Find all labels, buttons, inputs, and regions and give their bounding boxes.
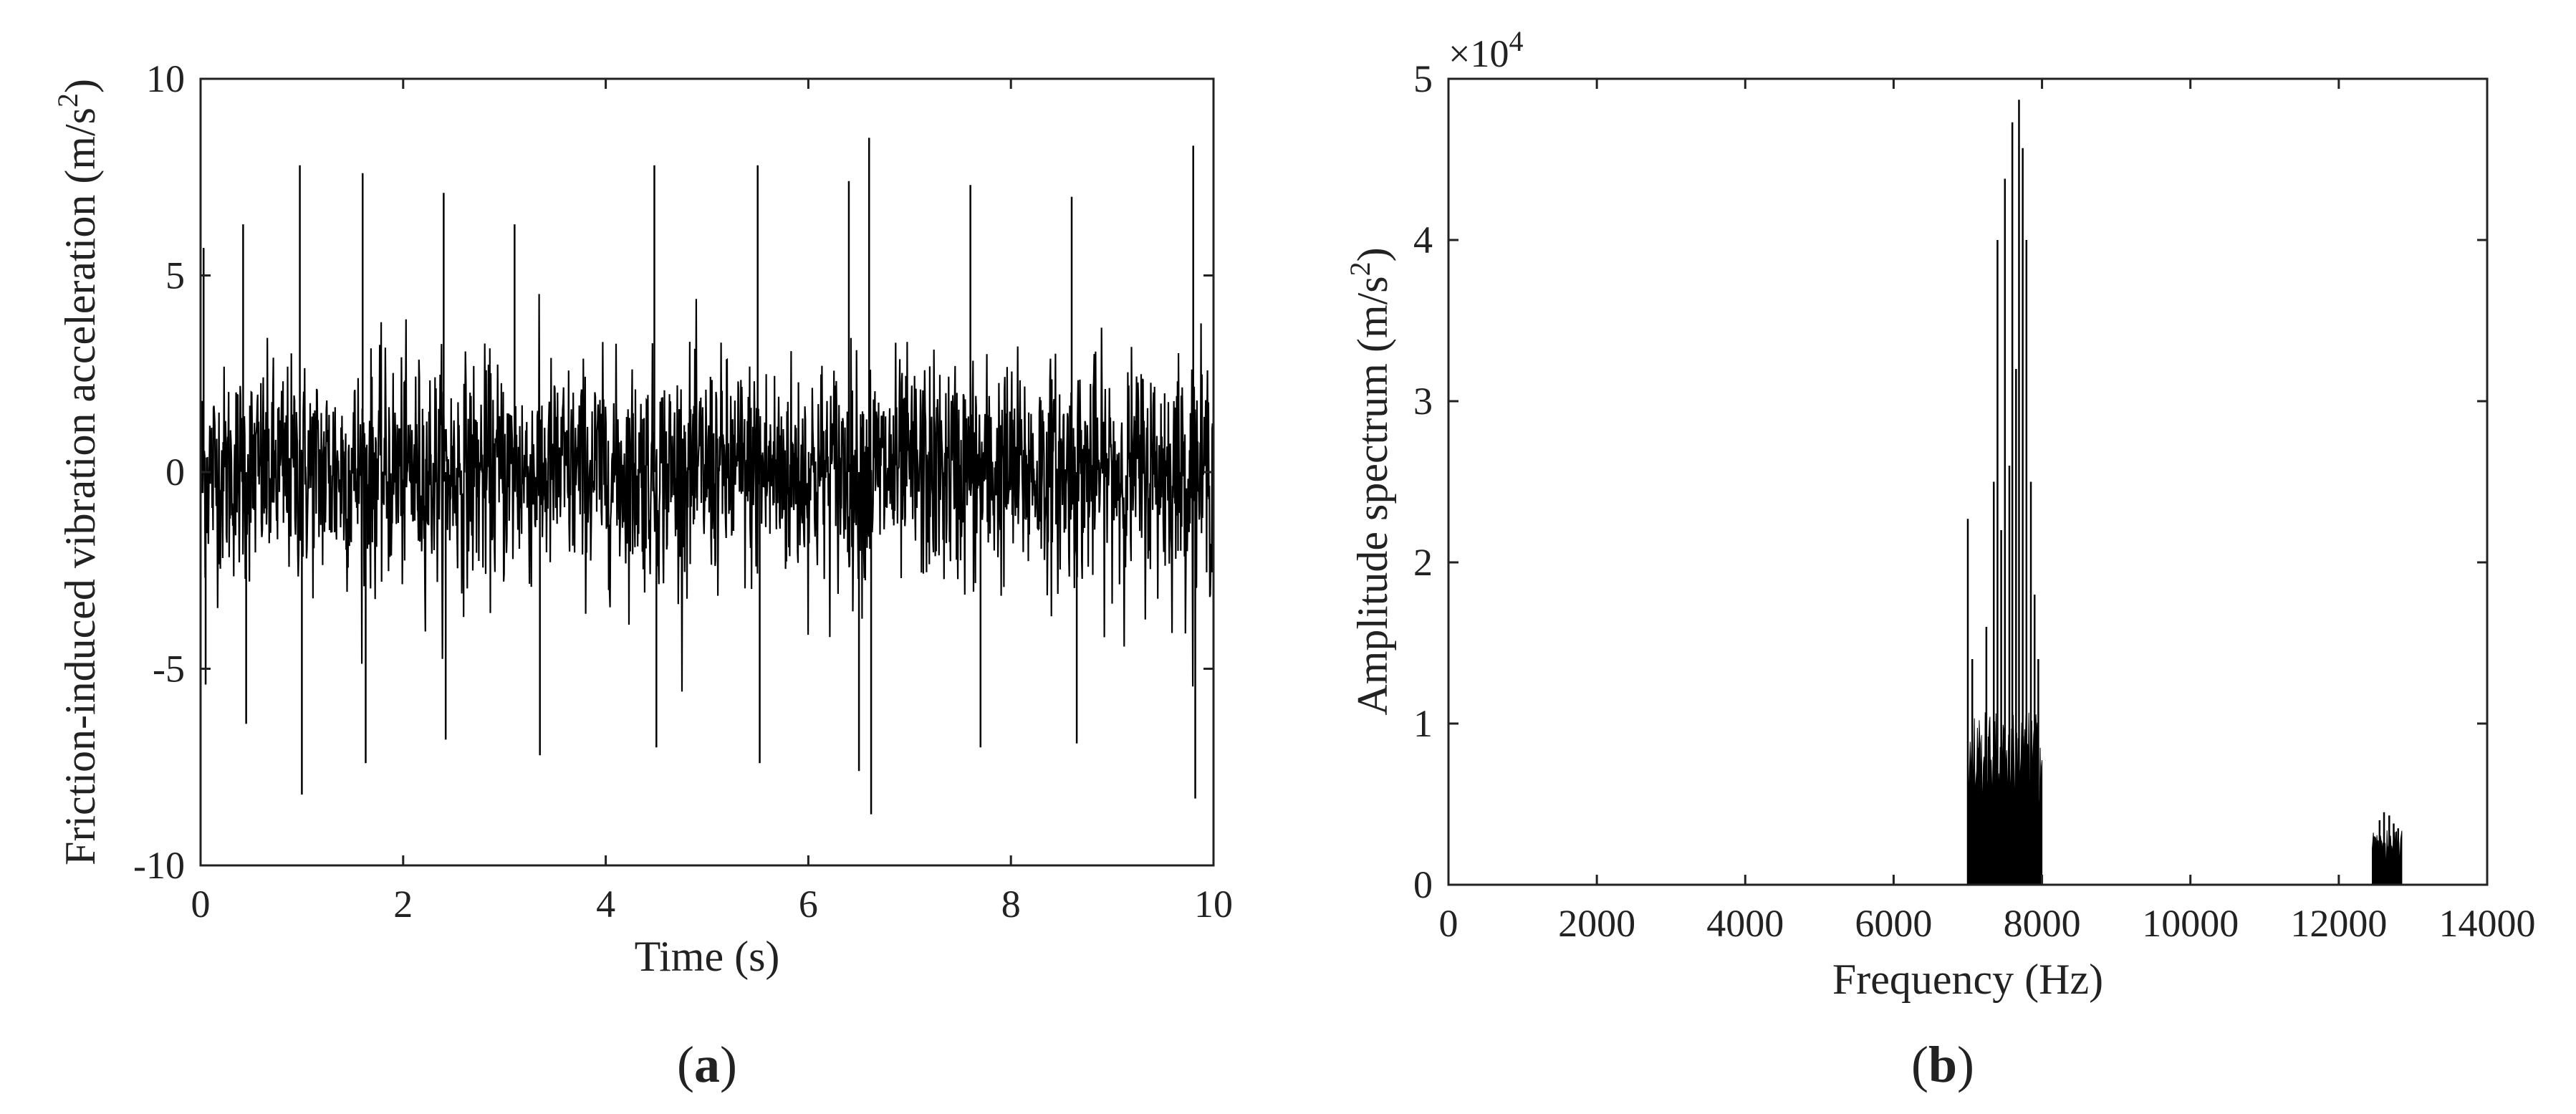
panel-b-plot-frame	[1447, 77, 2489, 886]
panel-a-label: (a)	[677, 1036, 737, 1093]
panel-a-y-tick-label: -5	[153, 648, 185, 691]
panel-b-y-multiplier: ×104	[1448, 25, 1523, 75]
panel-a-y-tick-label: -10	[133, 844, 185, 887]
panel-b-y-tick-label: 5	[1413, 57, 1433, 100]
panel-b-y-multiplier-exp: 4	[1509, 25, 1523, 57]
panel-b-x-tick-label: 2000	[1558, 902, 1635, 945]
panel-b-x-tick-label: 6000	[1855, 902, 1932, 945]
panel-a-y-ticks: -10 -5 0 5 10	[133, 57, 1213, 887]
panel-a-x-tick-label: 6	[799, 883, 818, 926]
panel-b-y-tick-label: 2	[1413, 541, 1433, 584]
panel-b-x-tick-label: 0	[1439, 902, 1458, 945]
panel-b-y-tick-label: 3	[1413, 380, 1433, 423]
panel-b-y-ticks: 0 1 2 3 4 5	[1413, 57, 2487, 906]
panel-b-y-axis-label: Amplitude spectrum (m/s2)	[1344, 247, 1396, 715]
panel-b-y-multiplier-base: ×10	[1448, 32, 1509, 75]
panel-a-x-axis-label: Time (s)	[635, 933, 780, 980]
panel-a-y-axis-label: Friction-induced vibration acceleration …	[52, 79, 104, 865]
panel-b-x-ticks: 0 2000 4000 6000 8000 10000 12000 14000	[1439, 79, 2536, 945]
panel-b-y-axis-label-sup: 2	[1344, 261, 1376, 276]
panel-a-x-tick-label: 2	[393, 883, 413, 926]
panel-a: 0 2 4 6 8 10 -10 -5 0 5 10 Time (s) Friction-indu…	[52, 57, 1233, 1093]
panel-b-label: (b)	[1911, 1036, 1974, 1093]
panel-b-y-axis-label-main: Amplitude spectrum (m/s	[1349, 276, 1396, 715]
panel-a-x-tick-label: 8	[1001, 883, 1021, 926]
panel-a-label-letter: a	[694, 1036, 720, 1093]
panel-a-y-tick-label: 10	[146, 57, 185, 100]
panel-a-y-axis-label-close: )	[57, 79, 104, 93]
panel-a-trace	[199, 138, 1215, 815]
panel-a-y-axis-label-main: Friction-induced vibration acceleration …	[57, 107, 104, 865]
panel-b-label-letter: b	[1928, 1036, 1957, 1093]
panel-a-x-ticks: 0 2 4 6 8 10	[191, 79, 1233, 926]
panel-a-x-tick-label: 10	[1194, 883, 1233, 926]
panel-a-y-tick-label: 5	[165, 254, 185, 297]
panel-b-y-tick-label: 0	[1413, 863, 1433, 906]
panel-b-spectrum	[1966, 100, 2403, 885]
panel-b-x-tick-label: 4000	[1706, 902, 1784, 945]
panel-a-signal-line	[199, 294, 1215, 692]
panel-a-x-tick-label: 0	[191, 883, 211, 926]
panel-a-x-tick-label: 4	[596, 883, 615, 926]
panel-b-y-tick-label: 1	[1413, 702, 1433, 745]
panel-a-y-tick-label: 0	[165, 451, 185, 494]
panel-a-y-axis-label-sup: 2	[52, 93, 84, 107]
panel-b-x-tick-label: 14000	[2439, 902, 2536, 945]
panel-b: 0 2000 4000 6000 8000 10000 12000 14000 012345 …	[1344, 25, 2536, 1093]
panel-b-x-axis-label: Frequency (Hz)	[1832, 956, 2103, 1003]
panel-b-y-tick-label: 4	[1413, 219, 1433, 261]
panel-b-x-tick-label: 12000	[2290, 902, 2387, 945]
panel-b-x-tick-label: 10000	[2142, 902, 2239, 945]
panel-b-y-axis-label-close: )	[1349, 247, 1396, 261]
panel-b-x-tick-label: 8000	[2004, 902, 2081, 945]
